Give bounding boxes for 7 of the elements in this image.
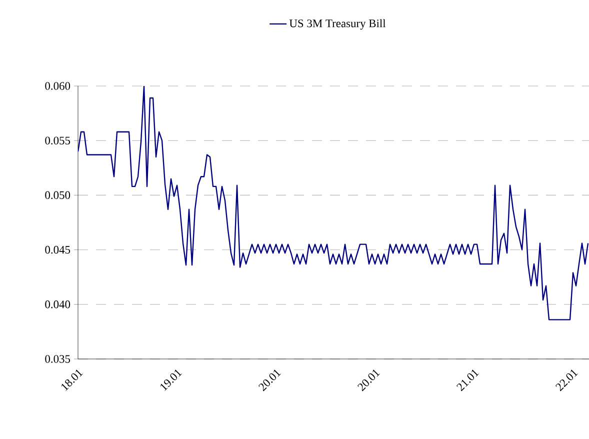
y-tick-label: 0.050 bbox=[45, 191, 70, 200]
y-tick-label: 0.045 bbox=[45, 246, 70, 254]
y-tick-label: 0.040 bbox=[45, 300, 70, 308]
y-tick-label: 0.060 bbox=[45, 82, 70, 90]
y-tick-label: 0.055 bbox=[45, 136, 70, 144]
legend-label: US 3M Treasury Bill bbox=[289, 19, 386, 30]
y-tick-label: 0.035 bbox=[45, 355, 70, 363]
